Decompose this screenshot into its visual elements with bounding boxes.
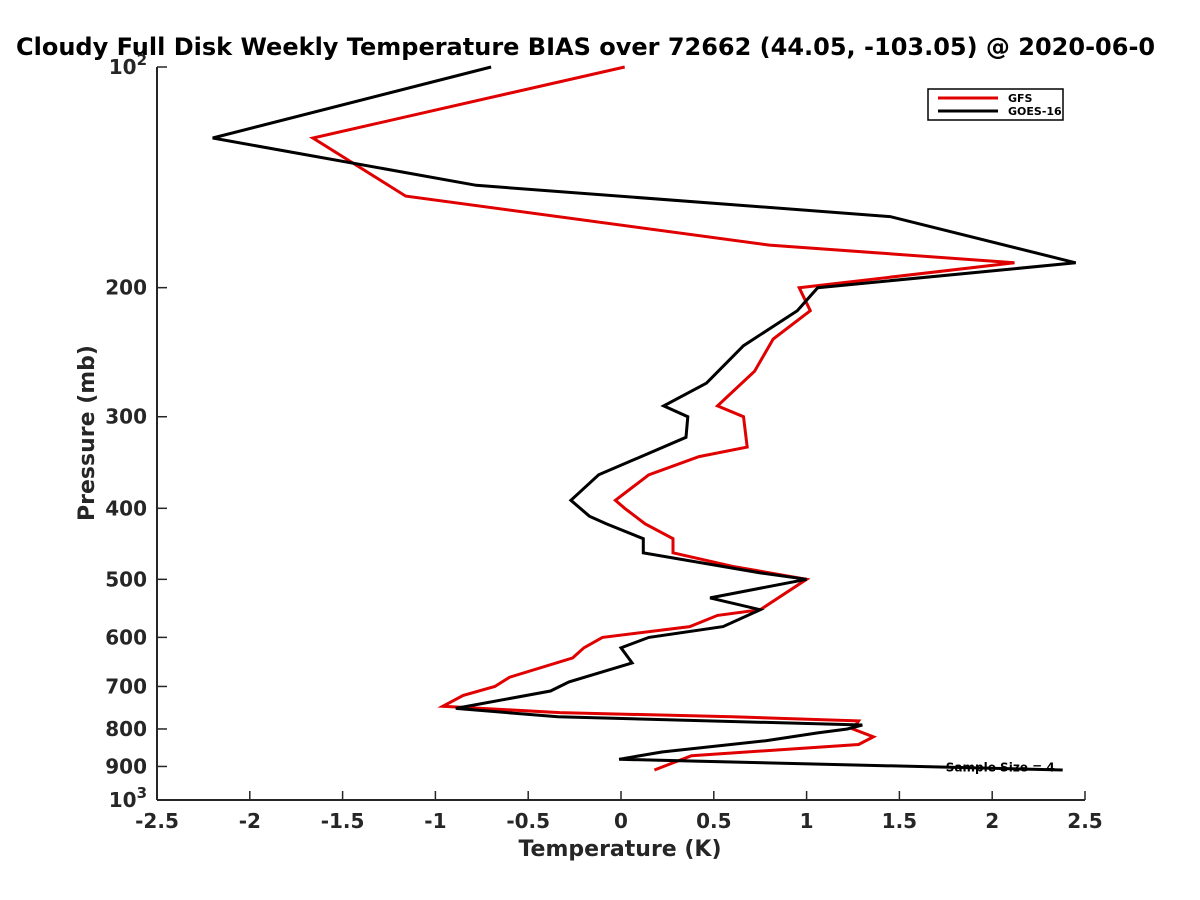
sample-size-annotation: Sample Size = 4 xyxy=(946,760,1055,774)
x-tick-label: -1 xyxy=(424,809,446,833)
series-line-gfs xyxy=(309,65,1015,772)
x-tick-label: -2 xyxy=(239,809,261,833)
plot-axes: -2.5 -2 -1.5 -1 -0.5 0 0.5 1 1.5 2 2.5 102 200 300 400… xyxy=(105,51,1102,833)
x-axis-label: Temperature (K) xyxy=(518,837,721,862)
legend-box xyxy=(927,88,1064,121)
y-tick-label: 800 xyxy=(105,717,147,741)
x-tick-label: 0 xyxy=(614,809,628,833)
series-layer xyxy=(212,65,1077,772)
y-tick-label: 900 xyxy=(105,754,147,778)
y-tick-label: 600 xyxy=(105,625,147,649)
x-tick-label: 1 xyxy=(800,809,814,833)
legend-label: GFS xyxy=(1008,92,1033,105)
y-tick-label: 400 xyxy=(105,496,147,520)
x-tick-label: 2.5 xyxy=(1067,809,1102,833)
y-tick-label: 103 xyxy=(109,784,147,812)
x-tick-label: 0.5 xyxy=(696,809,731,833)
y-tick-label: 300 xyxy=(105,405,147,429)
y-tick-label: 700 xyxy=(105,674,147,698)
y-tick-label: 200 xyxy=(105,276,147,300)
x-tick-label: -1.5 xyxy=(321,809,365,833)
chart-title: Cloudy Full Disk Weekly Temperature BIAS… xyxy=(16,33,1155,61)
y-tick-label: 102 xyxy=(109,51,147,79)
x-tick-label: 2 xyxy=(985,809,999,833)
series-line-goes-16 xyxy=(212,65,1077,772)
annotation-layer: Sample Size = 4 xyxy=(946,760,1055,774)
y-axis-label: Pressure (mb) xyxy=(75,345,100,521)
legend-label: GOES-16 xyxy=(1008,105,1062,118)
x-tick-label: -2.5 xyxy=(135,809,179,833)
y-tick-label: 500 xyxy=(105,567,147,591)
x-tick-label: 1.5 xyxy=(882,809,917,833)
x-tick-label: -0.5 xyxy=(506,809,550,833)
